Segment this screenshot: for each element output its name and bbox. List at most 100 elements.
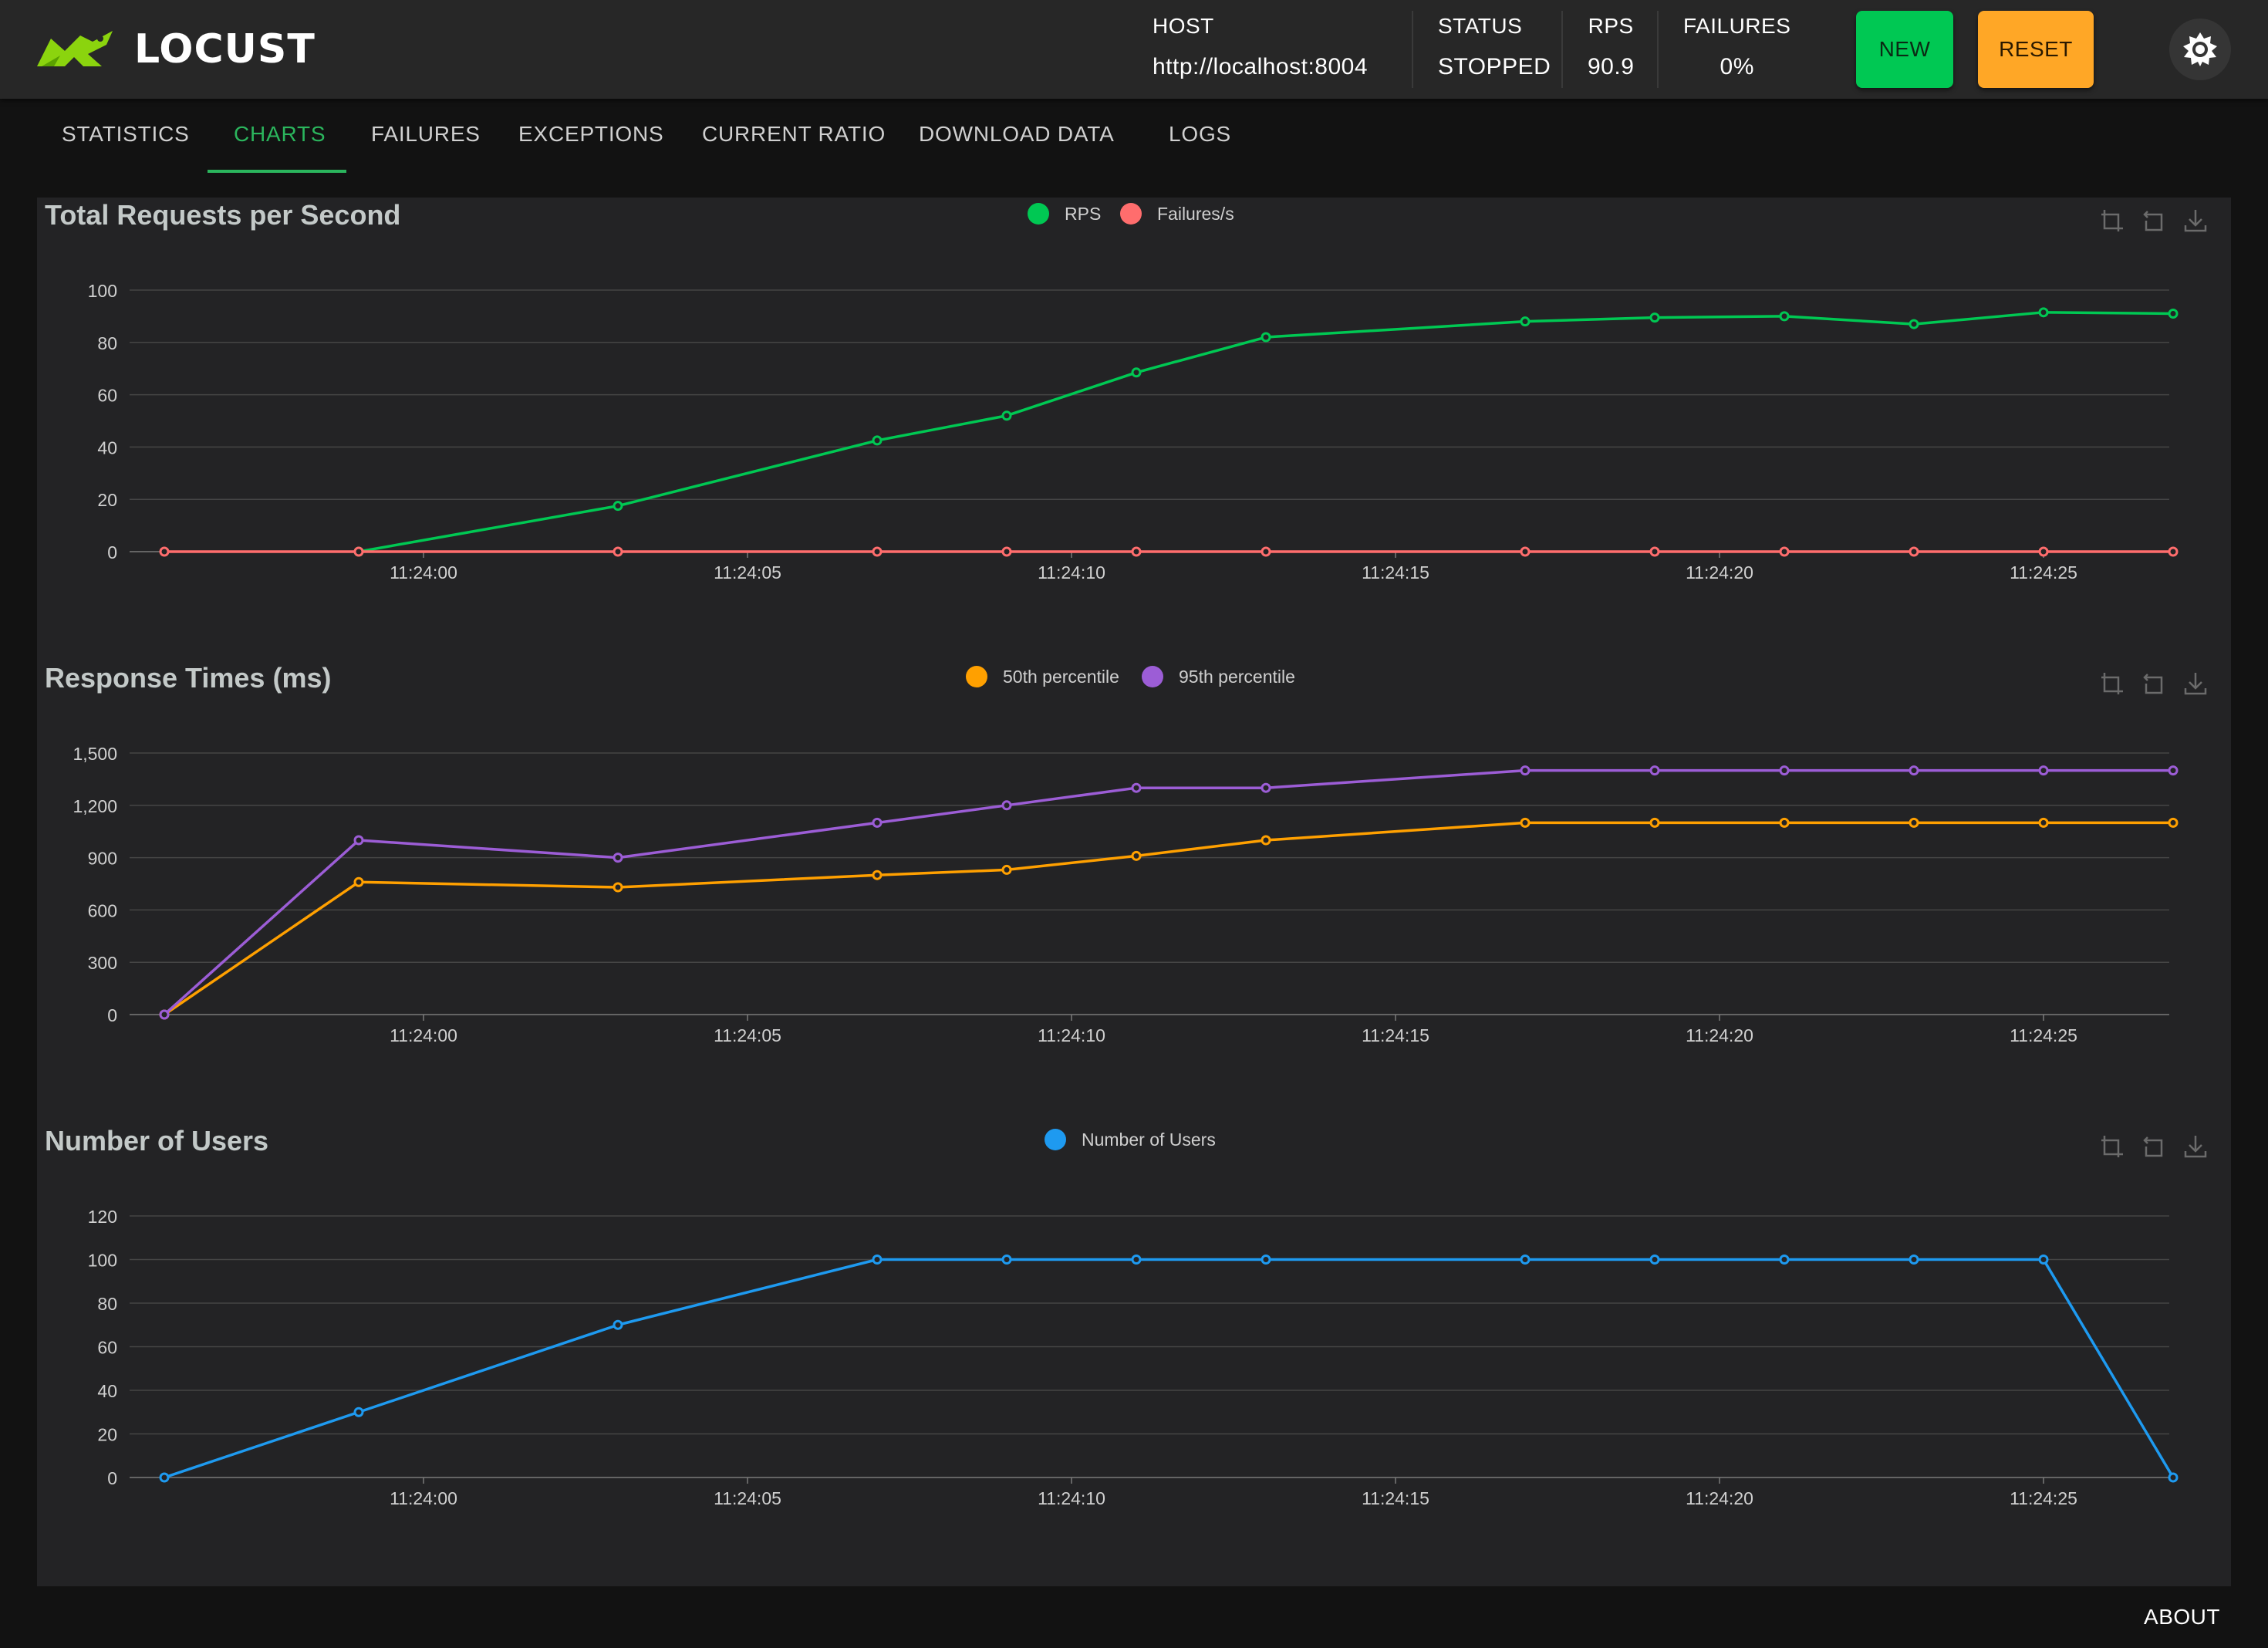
x-tick-label: 11:24:05 <box>714 1025 781 1045</box>
data-point <box>353 835 364 846</box>
legend-item-failures[interactable]: Failures/s <box>1120 203 1234 225</box>
legend-label: Failures/s <box>1157 203 1234 224</box>
status-stat: STATUS STOPPED <box>1438 14 1551 80</box>
logo[interactable]: LOCUST <box>34 23 316 76</box>
data-point <box>1261 1255 1271 1265</box>
rps-label: RPS <box>1588 14 1634 38</box>
tab-statistics[interactable]: STATISTICS <box>62 122 190 146</box>
data-point <box>1520 765 1531 776</box>
y-tick-label: 20 <box>97 490 117 510</box>
status-value: STOPPED <box>1438 54 1551 79</box>
rps-stat: RPS 90.9 <box>1588 14 1634 80</box>
x-tick-label: 11:24:15 <box>1362 1025 1429 1045</box>
x-tick-label: 11:24:25 <box>2010 562 2077 583</box>
data-point <box>1520 546 1531 557</box>
data-point <box>1649 312 1660 323</box>
zoom-reset-icon[interactable] <box>2141 208 2166 233</box>
theme-toggle-button[interactable] <box>2169 19 2231 80</box>
tab-download-data[interactable]: DOWNLOAD DATA <box>919 122 1115 146</box>
data-point <box>1131 367 1142 378</box>
tab-logs[interactable]: LOGS <box>1169 122 1232 146</box>
data-point <box>2168 546 2179 557</box>
data-point <box>1261 332 1271 343</box>
rps-value: 90.9 <box>1588 54 1635 79</box>
chart-toolbox <box>2100 208 2208 233</box>
legend-item-p95[interactable]: 95th percentile <box>1142 666 1295 687</box>
failures-value: 0% <box>1720 54 1754 79</box>
brightness-icon <box>2183 32 2217 66</box>
y-tick-label: 600 <box>88 900 117 920</box>
data-point <box>1520 1255 1531 1265</box>
data-point <box>1909 319 1919 329</box>
legend-marker <box>966 666 987 687</box>
zoom-icon[interactable] <box>2100 671 2125 696</box>
x-tick-label: 11:24:10 <box>1038 562 1105 583</box>
x-tick-label: 11:24:25 <box>2010 1025 2077 1045</box>
tab-current-ratio[interactable]: CURRENT RATIO <box>702 122 886 146</box>
data-point <box>1909 817 1919 828</box>
x-tick-label: 11:24:20 <box>1686 1488 1753 1508</box>
host-value: http://localhost:8004 <box>1153 54 1369 79</box>
data-point <box>613 1319 623 1330</box>
legend-marker <box>1045 1129 1066 1150</box>
data-point <box>1131 1255 1142 1265</box>
legend-item-p50[interactable]: 50th percentile <box>966 666 1119 687</box>
y-tick-label: 40 <box>97 437 117 458</box>
y-tick-label: 20 <box>97 1425 117 1445</box>
tab-charts[interactable]: CHARTS <box>234 122 326 146</box>
data-point <box>353 876 364 887</box>
zoom-reset-icon[interactable] <box>2141 1134 2166 1159</box>
legend-item-users[interactable]: Number of Users <box>1045 1129 1216 1150</box>
host-stat: HOST http://localhost:8004 <box>1153 14 1368 80</box>
data-point <box>1779 311 1790 322</box>
y-tick-label: 80 <box>97 1294 117 1314</box>
data-point <box>159 1009 170 1020</box>
tab-failures[interactable]: FAILURES <box>371 122 481 146</box>
divider <box>1412 11 1413 88</box>
data-point <box>1520 817 1531 828</box>
data-point <box>2038 765 2049 776</box>
data-point <box>2168 765 2179 776</box>
data-point <box>1131 782 1142 793</box>
y-tick-label: 60 <box>97 1338 117 1358</box>
x-tick-label: 11:24:05 <box>714 1488 781 1508</box>
data-point <box>353 1407 364 1417</box>
y-tick-label: 900 <box>88 849 117 869</box>
reset-button[interactable]: RESET <box>1978 11 2094 88</box>
data-point <box>613 501 623 512</box>
chart-toolbox <box>2100 671 2208 696</box>
legend-label: Number of Users <box>1082 1129 1216 1150</box>
x-tick-label: 11:24:25 <box>2010 1488 2077 1508</box>
status-label: STATUS <box>1438 14 1523 38</box>
tab-exceptions[interactable]: EXCEPTIONS <box>518 122 664 146</box>
x-tick-label: 11:24:00 <box>390 562 457 583</box>
about-link[interactable]: ABOUT <box>2144 1605 2220 1629</box>
x-tick-label: 11:24:00 <box>390 1488 457 1508</box>
x-tick-label: 11:24:20 <box>1686 1025 1753 1045</box>
zoom-icon[interactable] <box>2100 208 2125 233</box>
data-point <box>1779 817 1790 828</box>
y-tick-label: 100 <box>88 1251 117 1271</box>
host-label: HOST <box>1153 14 1214 38</box>
y-tick-label: 40 <box>97 1381 117 1401</box>
zoom-icon[interactable] <box>2100 1134 2125 1159</box>
legend-label: 95th percentile <box>1179 666 1295 687</box>
data-point <box>1649 817 1660 828</box>
zoom-reset-icon[interactable] <box>2141 671 2166 696</box>
download-icon[interactable] <box>2183 671 2208 696</box>
data-point <box>872 1255 883 1265</box>
data-point <box>1909 546 1919 557</box>
y-tick-label: 120 <box>88 1207 117 1227</box>
download-icon[interactable] <box>2183 208 2208 233</box>
data-point <box>1779 765 1790 776</box>
divider <box>1657 11 1659 88</box>
legend-marker <box>1028 203 1049 225</box>
new-button[interactable]: NEW <box>1856 11 1953 88</box>
data-point <box>2038 817 2049 828</box>
legend-marker <box>1142 666 1163 687</box>
legend-item-rps[interactable]: RPS <box>1028 203 1101 225</box>
download-icon[interactable] <box>2183 1134 2208 1159</box>
data-point <box>613 853 623 863</box>
series-line <box>164 1258 2175 1479</box>
